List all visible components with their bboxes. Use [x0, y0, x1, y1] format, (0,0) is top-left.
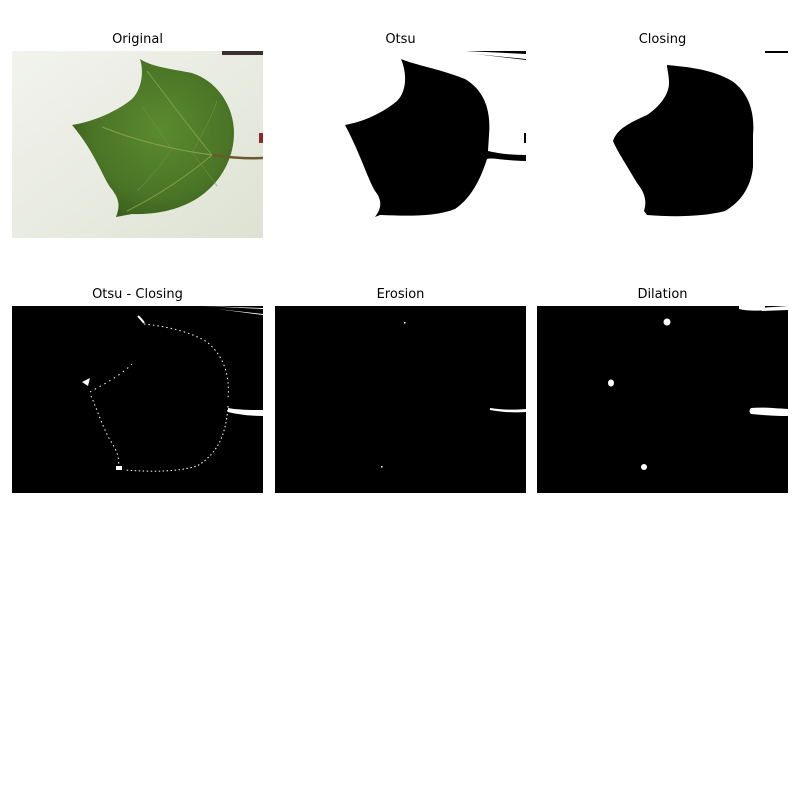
panel-title: Otsu - Closing	[92, 287, 183, 302]
closing-mask	[537, 51, 788, 238]
panel-title: Original	[112, 32, 163, 47]
difference-mask	[12, 306, 263, 493]
panel-title: Erosion	[376, 287, 425, 302]
panel-title: Closing	[638, 32, 687, 47]
otsu-mask	[275, 51, 526, 238]
leaf-photo	[12, 51, 263, 238]
panel-title: Otsu	[385, 32, 416, 47]
dilation-mask	[537, 306, 788, 493]
erosion-mask	[275, 306, 526, 493]
panel-title: Dilation	[637, 287, 688, 302]
